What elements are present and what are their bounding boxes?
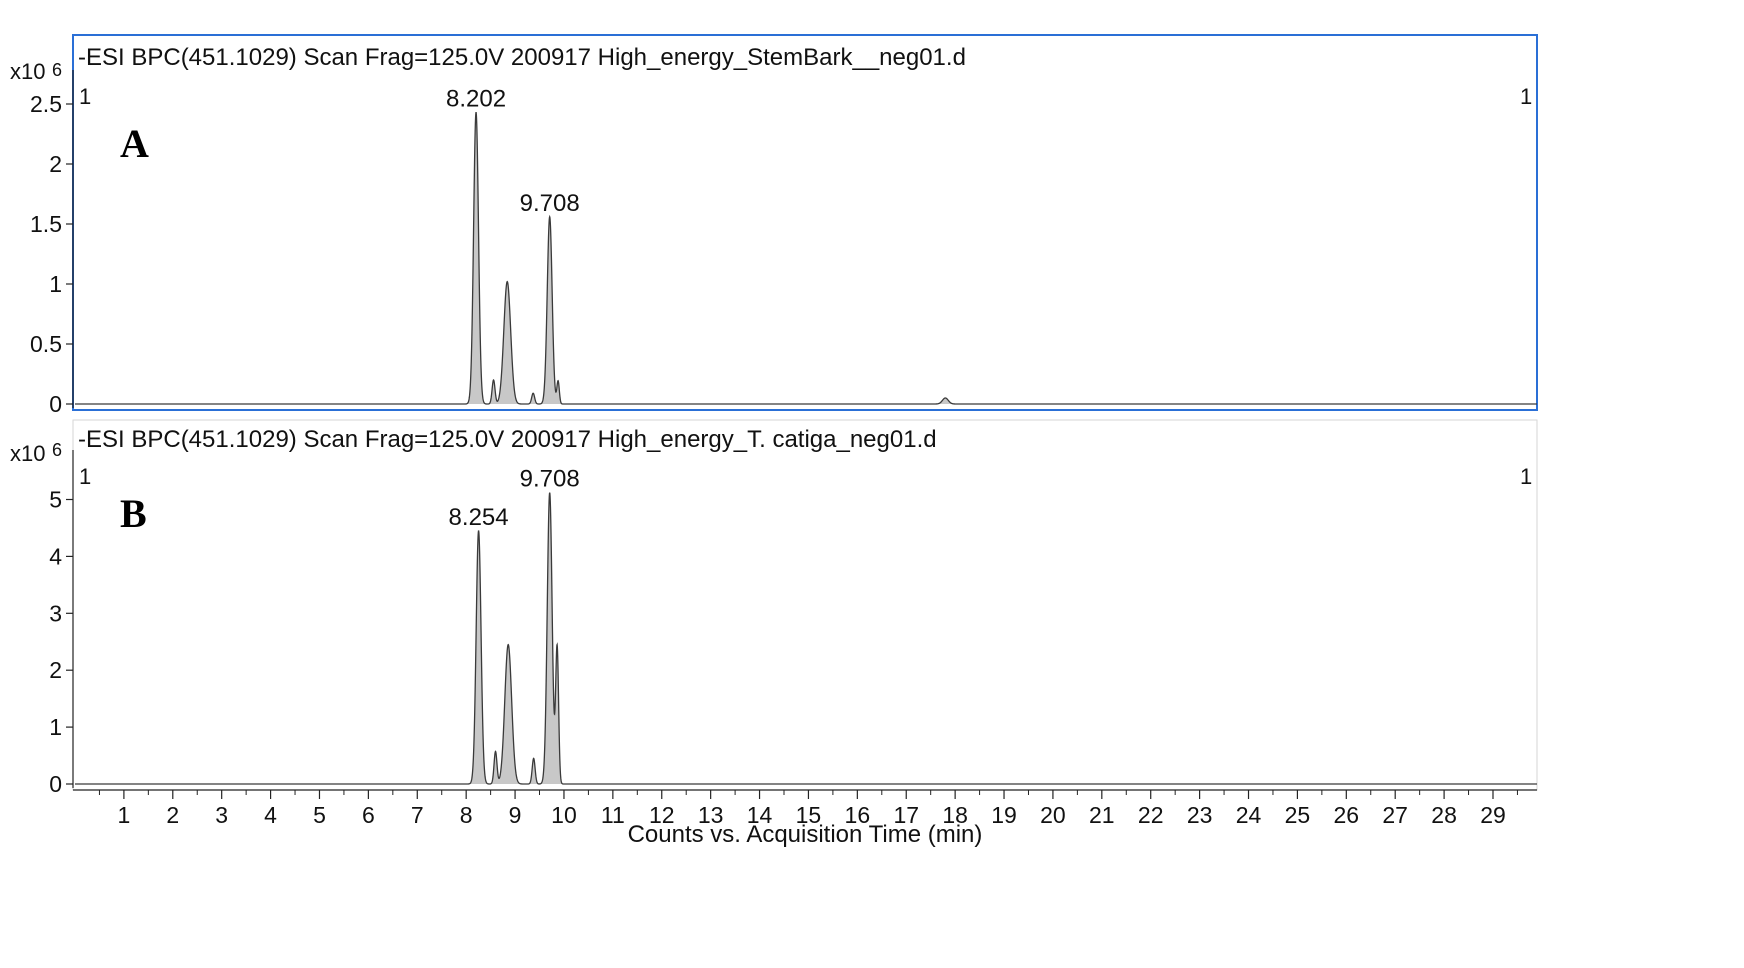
panel-a-title: -ESI BPC(451.1029) Scan Frag=125.0V 2009… bbox=[78, 44, 966, 71]
x-axis-label: Counts vs. Acquisition Time (min) bbox=[628, 821, 983, 848]
y-tick-label: 2.5 bbox=[30, 91, 62, 117]
x-tick-label: 22 bbox=[1138, 802, 1164, 828]
panel-a-peak-labels: 8.202 9.708 bbox=[446, 85, 580, 216]
x-tick-label: 4 bbox=[264, 802, 277, 828]
panel-b-y-exponent: 6 bbox=[52, 440, 62, 460]
y-tick-label: 4 bbox=[49, 543, 62, 569]
panel-b-y-axis: 0 1 2 3 4 5 bbox=[49, 450, 74, 797]
panel-b[interactable]: -ESI BPC(451.1029) Scan Frag=125.0V 2009… bbox=[10, 419, 1538, 797]
x-tick-label: 21 bbox=[1089, 802, 1115, 828]
y-tick-label: 2 bbox=[49, 657, 62, 683]
panel-a-right-marker: 1 bbox=[1520, 84, 1532, 109]
y-tick-label: 1.5 bbox=[30, 211, 62, 237]
x-tick-label: 26 bbox=[1334, 802, 1360, 828]
x-tick-label: 2 bbox=[166, 802, 179, 828]
x-tick-label: 10 bbox=[551, 802, 577, 828]
x-tick-label: 19 bbox=[991, 802, 1017, 828]
x-tick-label: 13 bbox=[698, 802, 724, 828]
y-tick-label: 5 bbox=[49, 487, 62, 513]
peak-label: 9.708 bbox=[520, 466, 580, 493]
trace-fill bbox=[75, 492, 1537, 784]
y-tick-label: 1 bbox=[49, 271, 62, 297]
x-tick-label: 24 bbox=[1236, 802, 1262, 828]
panel-a-trace bbox=[75, 111, 1537, 405]
trace-fill bbox=[75, 112, 1537, 404]
x-tick-label: 12 bbox=[649, 802, 675, 828]
x-tick-label: 1 bbox=[117, 802, 130, 828]
y-tick-label: 0 bbox=[49, 391, 62, 417]
panel-b-trace bbox=[75, 492, 1537, 785]
x-tick-label: 28 bbox=[1431, 802, 1457, 828]
panel-b-frame bbox=[72, 419, 1538, 791]
panel-b-title: -ESI BPC(451.1029) Scan Frag=125.0V 2009… bbox=[78, 426, 937, 453]
panel-b-y-multiplier: x10 bbox=[10, 441, 45, 466]
y-tick-label: 2 bbox=[49, 151, 62, 177]
x-tick-label: 18 bbox=[942, 802, 968, 828]
peak-label: 9.708 bbox=[520, 190, 580, 217]
panel-b-peak-labels: 8.254 9.708 bbox=[449, 466, 580, 531]
x-tick-label: 25 bbox=[1285, 802, 1311, 828]
y-tick-label: 0 bbox=[49, 771, 62, 797]
x-tick-label: 11 bbox=[601, 802, 625, 828]
x-tick-label: 8 bbox=[460, 802, 473, 828]
panel-a-y-multiplier: x10 bbox=[10, 59, 45, 84]
x-tick-label: 29 bbox=[1480, 802, 1506, 828]
x-tick-label: 6 bbox=[362, 802, 375, 828]
panel-b-right-marker: 1 bbox=[1520, 464, 1532, 489]
peak-label: 8.202 bbox=[446, 85, 506, 112]
panel-a[interactable]: -ESI BPC(451.1029) Scan Frag=125.0V 2009… bbox=[10, 34, 1538, 417]
x-tick-label: 17 bbox=[893, 802, 919, 828]
x-tick-label: 5 bbox=[313, 802, 326, 828]
panel-a-label: A bbox=[120, 121, 149, 166]
peak-label: 8.254 bbox=[449, 504, 509, 531]
x-tick-label: 16 bbox=[845, 802, 871, 828]
x-axis: 1 2 3 4 5 6 7 8 9 10 11 12 13 14 15 16 17 18 19 20 21 22 23 24 2… bbox=[73, 789, 1537, 828]
x-tick-label: 9 bbox=[509, 802, 522, 828]
trace-line bbox=[75, 492, 1537, 785]
y-tick-label: 3 bbox=[49, 600, 62, 626]
panel-a-frame bbox=[72, 34, 1538, 411]
y-tick-label: 0.5 bbox=[30, 331, 62, 357]
panel-a-y-exponent: 6 bbox=[52, 60, 62, 80]
y-tick-label: 1 bbox=[49, 714, 62, 740]
x-tick-label: 14 bbox=[747, 802, 773, 828]
x-tick-label: 15 bbox=[796, 802, 822, 828]
x-tick-label: 3 bbox=[215, 802, 228, 828]
x-tick-label: 27 bbox=[1382, 802, 1408, 828]
x-tick-label: 7 bbox=[411, 802, 424, 828]
x-tick-label: 23 bbox=[1187, 802, 1213, 828]
panel-b-left-marker: 1 bbox=[79, 464, 91, 489]
panel-a-left-marker: 1 bbox=[79, 84, 91, 109]
x-tick-label: 20 bbox=[1040, 802, 1066, 828]
trace-line bbox=[75, 111, 1537, 405]
panel-a-y-axis: 0 0.5 1 1.5 2 2.5 bbox=[30, 70, 74, 417]
panel-b-label: B bbox=[120, 491, 147, 536]
